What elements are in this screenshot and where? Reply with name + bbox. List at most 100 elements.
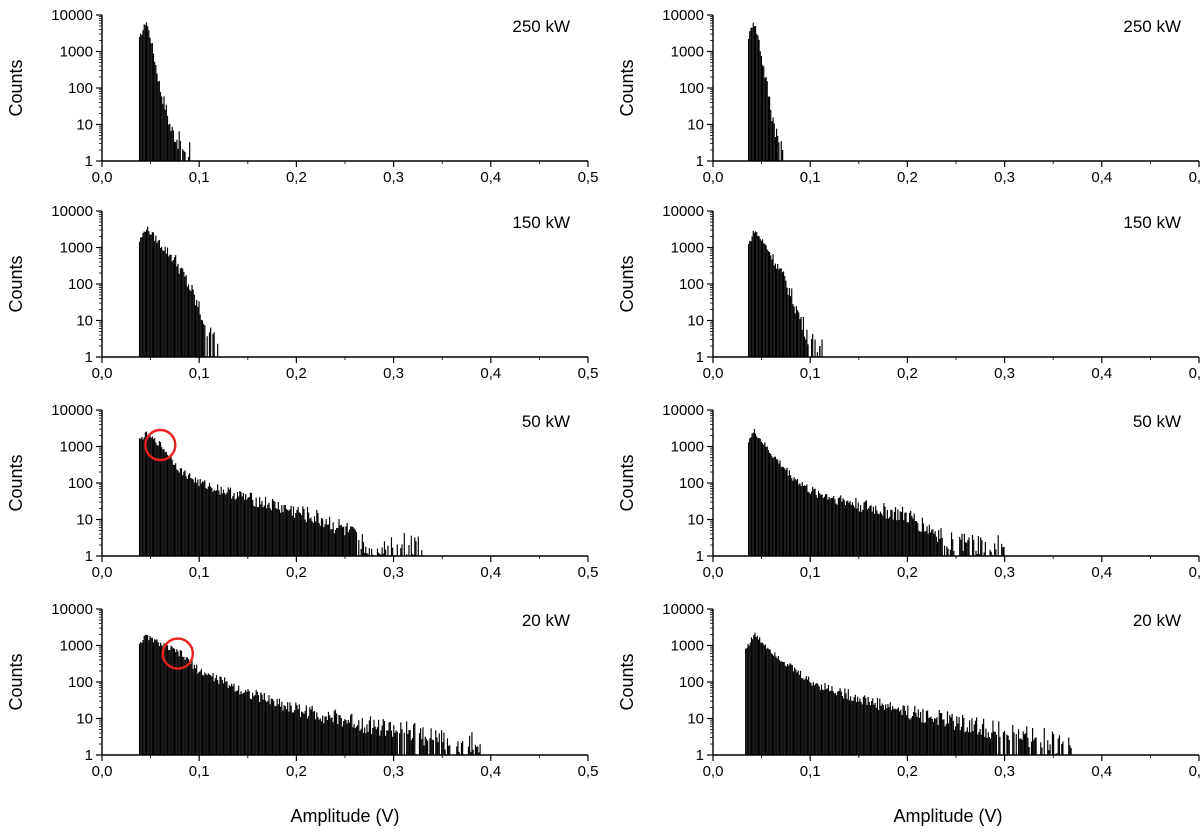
- histogram-bar: [189, 662, 191, 755]
- histogram-bar: [197, 479, 199, 556]
- histogram-bar: [1070, 747, 1072, 755]
- histogram-bar: [906, 715, 908, 755]
- histogram-bar: [934, 531, 936, 556]
- histogram-bar: [899, 711, 901, 755]
- histogram-bar: [210, 675, 212, 755]
- histogram-bar: [144, 634, 146, 755]
- histogram-bar: [319, 525, 321, 556]
- histogram-bar: [936, 541, 939, 556]
- histogram-bar: [365, 546, 367, 556]
- histogram-bar: [772, 117, 774, 161]
- histogram-bar: [839, 688, 841, 755]
- histogram-bar: [1004, 730, 1006, 755]
- histogram-bar: [922, 708, 924, 755]
- histogram-bar: [769, 649, 771, 755]
- histogram-bar: [280, 512, 282, 556]
- histogram-bar: [762, 643, 764, 755]
- histogram-bar: [819, 689, 821, 755]
- histogram-bar: [861, 511, 863, 556]
- histogram-bar: [812, 486, 814, 556]
- histogram-bar: [198, 486, 200, 556]
- histogram-bar: [261, 501, 263, 556]
- histogram-bar: [143, 635, 145, 755]
- histogram-bar: [793, 477, 795, 556]
- histogram-bar: [1013, 732, 1015, 755]
- panel-power-label: 20 kW: [1133, 611, 1181, 630]
- histogram-bar: [320, 518, 323, 556]
- histogram-bar: [350, 526, 352, 556]
- histogram-bar: [796, 672, 798, 755]
- histogram-bar: [941, 712, 943, 755]
- histogram-bar: [875, 707, 877, 755]
- histogram-bar: [159, 442, 162, 556]
- histogram-bar: [343, 721, 345, 755]
- histogram-bar: [770, 109, 772, 161]
- histogram-bar: [813, 489, 815, 556]
- histogram-bar: [749, 438, 751, 556]
- histogram-bar: [295, 702, 297, 755]
- histogram-bar: [885, 518, 887, 556]
- histogram-bar: [795, 669, 797, 755]
- histogram-bar: [749, 31, 751, 162]
- histogram-bar: [796, 310, 799, 357]
- histogram-bar: [770, 653, 772, 755]
- histogram-bar: [179, 268, 181, 357]
- histogram-bar: [803, 680, 805, 755]
- panel-power-label: 250 kW: [1123, 17, 1181, 36]
- histogram-bar: [289, 509, 291, 556]
- histogram-bar: [997, 535, 999, 556]
- histogram-bar: [346, 723, 348, 755]
- histogram-bar: [1025, 733, 1027, 755]
- x-tick-label: 0,4: [480, 763, 501, 780]
- histogram-bar: [759, 438, 761, 556]
- histogram-bar: [929, 532, 932, 556]
- histogram-bar: [924, 722, 926, 755]
- histogram-bar: [751, 433, 753, 556]
- histogram-bar: [857, 696, 859, 755]
- histogram-bar: [923, 722, 925, 755]
- histogram-bar: [343, 526, 345, 556]
- histogram-bar: [921, 722, 923, 755]
- histogram-bar: [759, 637, 761, 755]
- x-tick-label: 0,2: [286, 763, 307, 780]
- histogram-bar: [911, 716, 914, 755]
- histogram-bar: [200, 668, 202, 755]
- histogram-bar: [421, 550, 423, 556]
- highlight-circle: [161, 637, 195, 670]
- histogram-bar: [931, 718, 933, 755]
- histogram-bar: [917, 709, 919, 755]
- histogram-bar: [816, 682, 818, 755]
- histogram-bar: [756, 33, 758, 161]
- histogram-bar: [303, 508, 305, 556]
- histogram-bar: [906, 522, 908, 556]
- histogram-bar: [755, 637, 757, 755]
- histogram-bar: [415, 541, 417, 556]
- histogram-bar: [773, 456, 775, 556]
- histogram-bar: [226, 681, 228, 755]
- histogram-bar: [901, 715, 903, 755]
- histogram-bar: [964, 542, 967, 556]
- histogram-bar: [767, 251, 769, 357]
- histogram-bar: [276, 698, 278, 755]
- histogram-bar: [194, 305, 197, 357]
- histogram-bar: [797, 670, 799, 755]
- y-tick-label: 1: [696, 153, 704, 170]
- histogram-bar: [892, 519, 894, 556]
- histogram-bar: [782, 661, 784, 755]
- histogram-bar: [322, 715, 324, 755]
- histogram-bar: [792, 480, 794, 556]
- histogram-bar: [250, 493, 253, 556]
- histogram-bar: [344, 719, 346, 755]
- histogram-bar: [984, 736, 986, 755]
- histogram-bar: [971, 534, 974, 556]
- histogram-bar: [763, 645, 765, 755]
- histogram-bar: [844, 688, 846, 755]
- histogram-bar: [803, 485, 806, 556]
- histogram-bar: [467, 746, 470, 755]
- histogram-bar: [324, 524, 326, 556]
- histogram-bar: [777, 263, 779, 357]
- panel-power-label: 150 kW: [512, 213, 570, 232]
- histogram-bar: [1006, 734, 1008, 755]
- histogram-bar: [198, 301, 200, 357]
- histogram-bar: [761, 642, 763, 755]
